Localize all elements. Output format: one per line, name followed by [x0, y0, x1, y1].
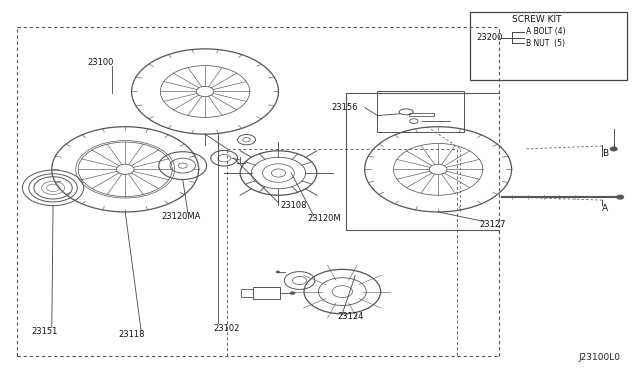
Text: B NUT  (5): B NUT (5): [526, 39, 565, 48]
Ellipse shape: [290, 292, 295, 295]
Text: 23127: 23127: [479, 220, 506, 229]
Bar: [470, 12, 627, 80]
Text: 23120MA: 23120MA: [162, 212, 201, 221]
Text: 23120M: 23120M: [307, 214, 341, 223]
Ellipse shape: [610, 147, 618, 151]
Text: 23100: 23100: [87, 58, 113, 67]
Bar: [241, 289, 253, 297]
Text: A BOLT (4): A BOLT (4): [526, 26, 566, 36]
Text: A: A: [602, 204, 609, 213]
Text: J23100L0: J23100L0: [578, 353, 620, 362]
Ellipse shape: [616, 195, 624, 199]
Ellipse shape: [276, 271, 280, 273]
Text: SCREW KIT: SCREW KIT: [511, 15, 561, 24]
Text: 23102: 23102: [213, 324, 240, 333]
Text: 23118: 23118: [119, 330, 145, 339]
Bar: [410, 113, 434, 116]
Bar: [253, 287, 280, 299]
Text: 23200: 23200: [476, 33, 503, 42]
Text: B: B: [602, 149, 609, 158]
Text: 23156: 23156: [332, 103, 358, 112]
Text: 23108: 23108: [280, 201, 307, 210]
Text: 23124: 23124: [338, 312, 364, 321]
Bar: [378, 92, 464, 132]
Text: 23151: 23151: [31, 327, 58, 336]
